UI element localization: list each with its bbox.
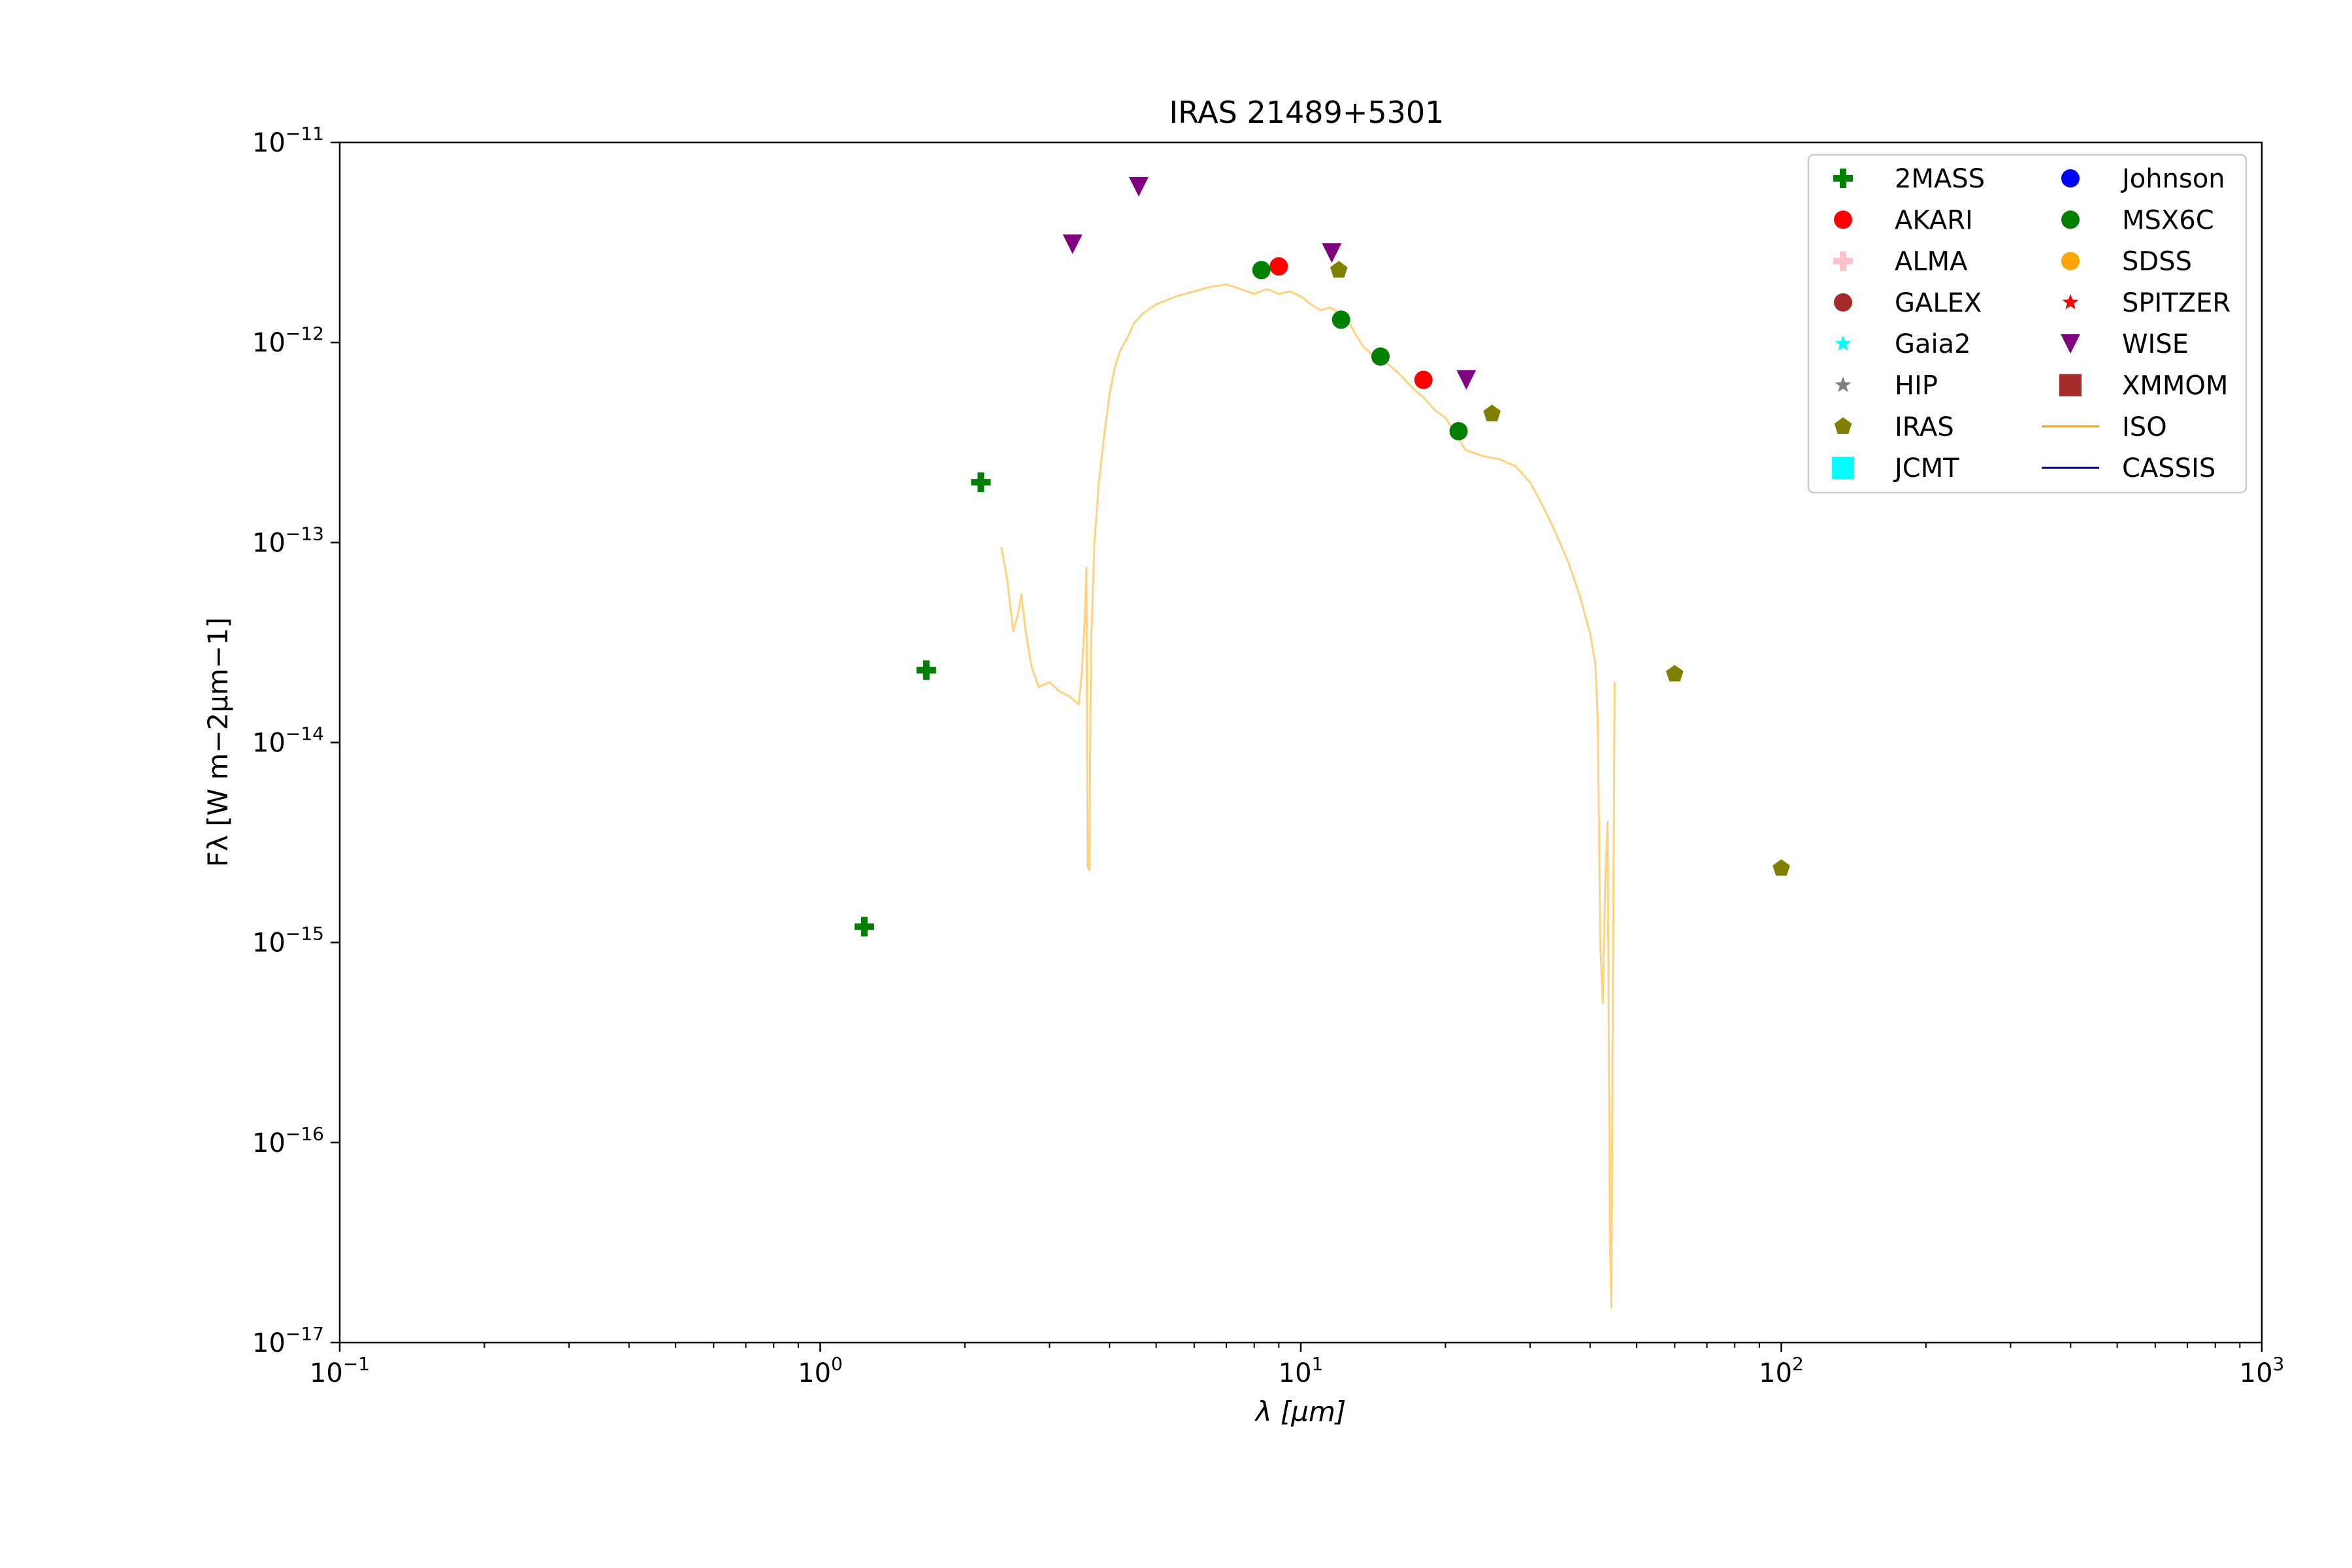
legend-label: SPITZER: [2122, 288, 2230, 318]
x-axis-label: λ [μm]: [1254, 1396, 1347, 1428]
2mass-data-point: [854, 917, 874, 937]
legend-label: SDSS: [2122, 247, 2192, 277]
iras-data-point: [1772, 859, 1790, 876]
legend-label: ISO: [2122, 412, 2167, 442]
2mass-data-point: [916, 660, 936, 680]
legend-marker-jcmt: [1832, 457, 1854, 480]
y-tick-label: 10−14: [252, 723, 324, 759]
akari-data-point: [1269, 257, 1288, 276]
x-axis: 10−1 100 101 102 103: [310, 1343, 2284, 1388]
legend-label: JCMT: [1893, 453, 1959, 483]
msx6c-data-point: [1252, 261, 1271, 280]
y-tick-label: 10−11: [252, 123, 324, 158]
legend-label: ALMA: [1895, 247, 1968, 277]
iras-data-point: [1483, 404, 1501, 421]
legend-label: MSX6C: [2122, 205, 2214, 235]
wise-data-point: [1128, 176, 1149, 197]
y-tick-label: 10−16: [252, 1123, 324, 1158]
y-tick-label: 10−12: [252, 323, 324, 358]
iras-data-point: [1330, 261, 1348, 278]
y-tick-label: 10−17: [252, 1323, 324, 1358]
chart-title: IRAS 21489+5301: [1169, 95, 1445, 130]
y-axis: 10−11 10−12 10−13 10−14 10−15 10−16 10−17: [252, 123, 340, 1358]
akari-data-point: [1414, 370, 1433, 389]
legend-frame: [1807, 154, 2247, 494]
x-tick-label: 102: [1759, 1353, 1804, 1388]
legend-label: GALEX: [1895, 288, 1982, 318]
legend-marker-johnson: [2061, 169, 2080, 188]
legend-marker-alma: [1833, 251, 1853, 271]
legend-label: XMMOM: [2122, 371, 2228, 401]
legend-marker-xmmom: [2059, 374, 2082, 397]
legend-label: WISE: [2122, 329, 2189, 359]
x-tick-label: 101: [1279, 1353, 1324, 1388]
legend-label: AKARI: [1895, 205, 1973, 235]
wise-data-point: [1062, 234, 1083, 254]
iras-data-point: [1666, 664, 1684, 681]
legend-marker-sdss: [2061, 252, 2080, 270]
photometry-points-layer: [854, 176, 1790, 937]
y-axis-label: Fλ [W m−2μm−1]: [202, 617, 234, 867]
legend-label: Gaia2: [1895, 329, 1971, 359]
legend-marker-spitzer: [2062, 293, 2079, 310]
legend-marker-galex: [1834, 293, 1852, 312]
2mass-data-point: [971, 472, 991, 493]
legend-label: 2MASS: [1895, 164, 1985, 194]
msx6c-data-point: [1371, 347, 1390, 366]
legend-label: Johnson: [2120, 164, 2225, 194]
legend-label: CASSIS: [2122, 453, 2215, 483]
legend-marker-akari: [1834, 210, 1852, 229]
iso-spectrum-line: [1000, 283, 1616, 1309]
wise-data-point: [1456, 370, 1477, 390]
legend-marker-iras: [1834, 417, 1852, 434]
legend-label: IRAS: [1895, 412, 1954, 442]
legend-marker-gaia2: [1835, 335, 1852, 351]
legend-marker-wise: [2061, 334, 2080, 354]
wise-data-point: [1322, 243, 1342, 263]
iso-spectrum-layer: [1000, 283, 1616, 1309]
y-tick-label: 10−13: [252, 523, 324, 558]
y-tick-label: 10−15: [252, 923, 324, 958]
x-tick-label: 100: [798, 1353, 843, 1388]
x-tick-label: 10−1: [310, 1353, 370, 1388]
legend: 2MASS AKARI ALMA GALEX Gaia2 HIP IRAS JCMT Johns…: [1807, 154, 2247, 494]
msx6c-data-point: [1449, 422, 1468, 441]
legend-marker-2mass: [1833, 169, 1853, 188]
legend-marker-msx6c: [2061, 210, 2080, 229]
legend-marker-hip: [1835, 376, 1852, 392]
x-tick-label: 103: [2240, 1353, 2285, 1388]
legend-label: HIP: [1895, 371, 1938, 401]
msx6c-data-point: [1331, 310, 1350, 329]
